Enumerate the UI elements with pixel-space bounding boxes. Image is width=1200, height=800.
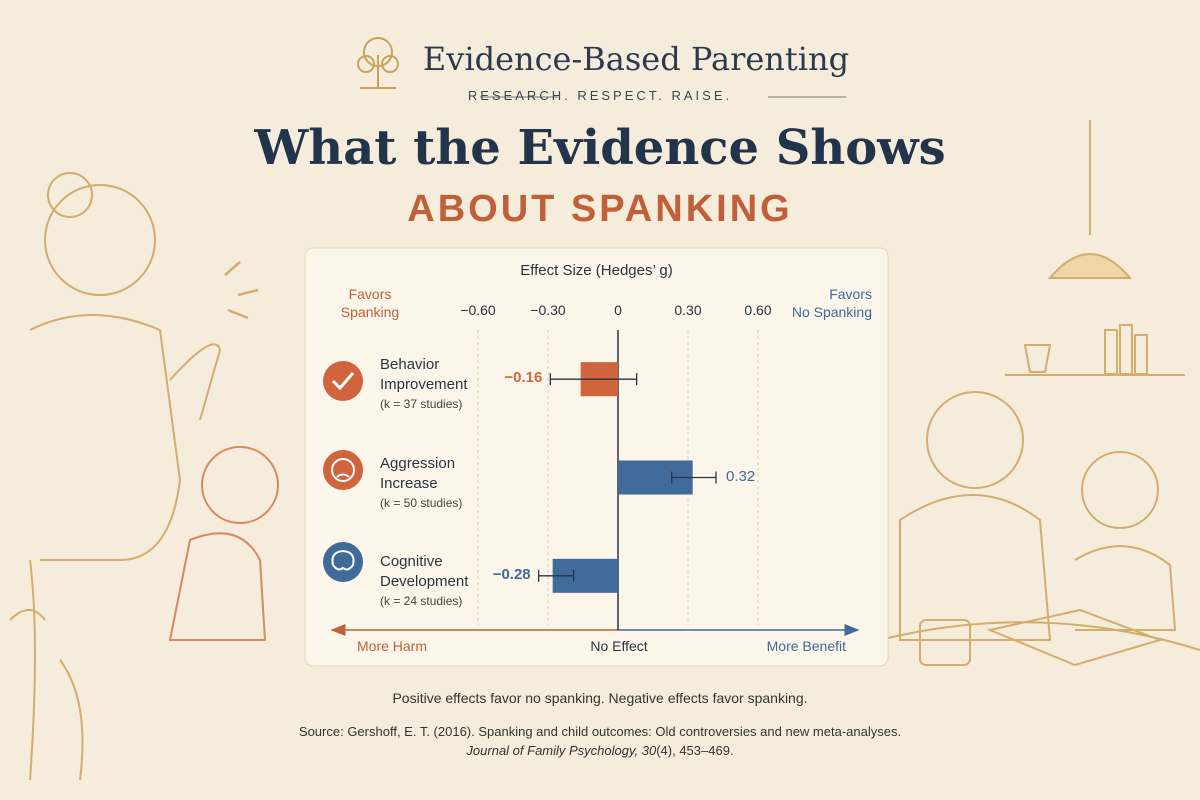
- row-icon: [323, 450, 363, 490]
- subtitle: ABOUT SPANKING: [407, 188, 793, 230]
- source: Source: Gershoff, E. T. (2016). Spanking…: [298, 724, 902, 739]
- category-note: (k = 37 studies): [380, 397, 463, 412]
- footnote: Positive effects favor no spanking. Nega…: [392, 690, 808, 706]
- illustration-right: [879, 120, 1200, 667]
- illustration-left: [9, 172, 279, 781]
- category-label: Behavior Improvement: [380, 356, 468, 394]
- category-label: Aggression Increase: [380, 454, 456, 492]
- plot: [477, 330, 759, 630]
- error-bar: [549, 373, 638, 386]
- left-label: Favors Spanking: [330, 285, 410, 321]
- category: Behavior Improvement (k = 37 studies): [380, 355, 480, 411]
- left-label-line: Spanking: [340, 304, 400, 320]
- left-label-line: Favors: [348, 286, 392, 302]
- value-label: −0.16: [504, 369, 543, 387]
- category-note: (k = 24 studies): [380, 593, 463, 608]
- pages: (4), 453–469.: [656, 743, 734, 758]
- right-label: Favors No Spanking: [772, 285, 872, 321]
- error-bar: [671, 471, 717, 484]
- x-tick-label: 0: [614, 302, 622, 318]
- source-citation: Journal of Family Psychology, 30(4), 453…: [0, 743, 1200, 758]
- chart-card: [304, 247, 889, 667]
- right-label-line: No Spanking: [791, 304, 872, 320]
- category: Aggression Increase (k = 50 studies): [380, 454, 480, 510]
- x-tick-label: 0.30: [674, 302, 702, 318]
- bottom-label: More Harm: [357, 638, 428, 654]
- logo: [357, 37, 399, 89]
- row-icon: [323, 361, 363, 401]
- title: What the Evidence Shows: [254, 120, 946, 176]
- row-icon: [323, 542, 363, 582]
- bottom-label: More Benefit: [766, 638, 846, 654]
- x-tick-label: −0.30: [530, 302, 566, 318]
- journal: Journal of Family Psychology, 30: [466, 743, 657, 758]
- category: Cognitive Development (k = 24 studies): [380, 552, 480, 608]
- tagline: RESEARCH. RESPECT. RAISE.: [467, 88, 733, 103]
- category-note: (k = 50 studies): [380, 495, 463, 510]
- error-bar: [538, 569, 575, 582]
- axis-title: Effect Size (Hedges’ g): [520, 262, 673, 279]
- category-label: Cognitive Development: [380, 552, 469, 590]
- x-tick-label: −0.60: [460, 302, 496, 318]
- brand: Evidence-Based Parenting: [422, 40, 850, 78]
- value-label: 0.32: [726, 467, 756, 485]
- bottom-label: No Effect: [590, 638, 648, 654]
- x-tick-label: 0.60: [744, 302, 772, 318]
- right-label-line: Favors: [829, 286, 872, 302]
- value-label: −0.28: [492, 565, 531, 583]
